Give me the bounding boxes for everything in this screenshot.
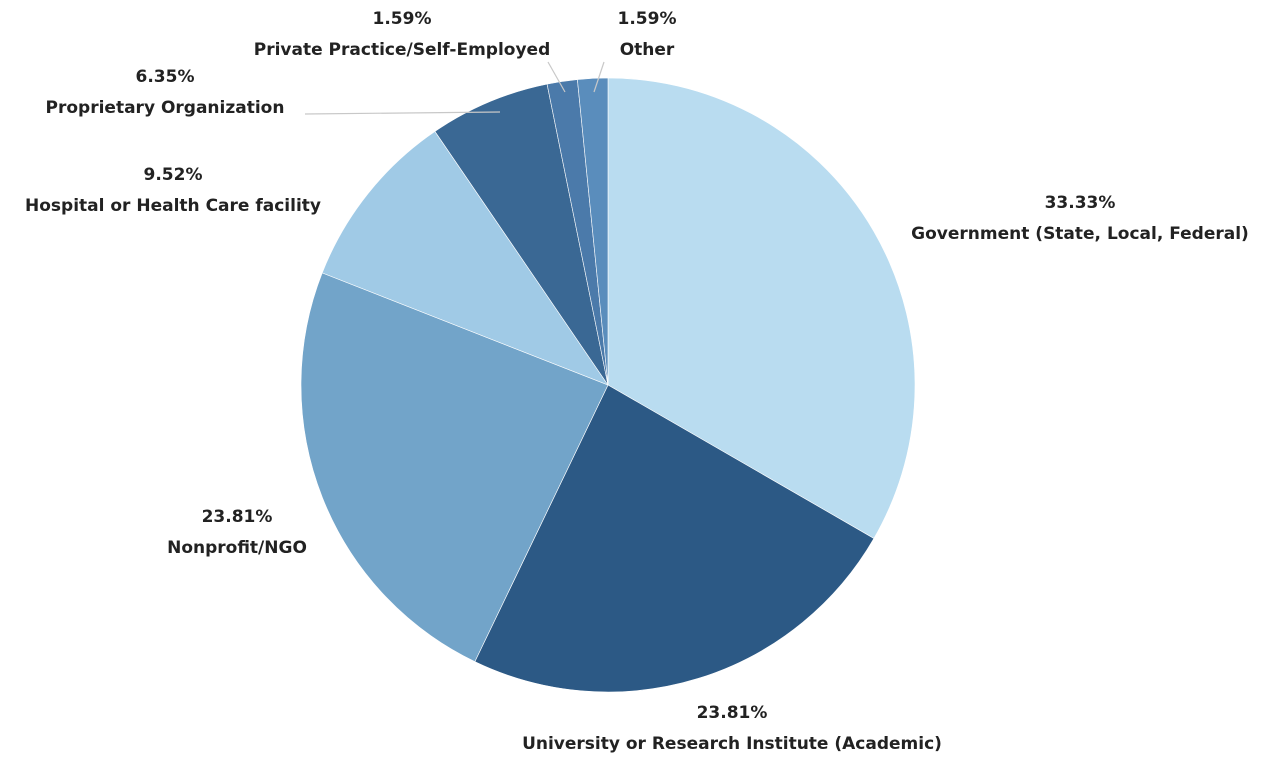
pie-slice [474, 384, 875, 693]
category-label: Nonprofit/NGO [167, 538, 307, 558]
pie-slice [434, 83, 609, 386]
value-label: 23.81% [202, 507, 273, 527]
category-label: Hospital or Health Care facility [25, 196, 321, 216]
category-label: Proprietary Organization [46, 98, 285, 118]
category-label: Government (State, Local, Federal) [911, 224, 1249, 244]
value-label: 9.52% [144, 165, 203, 185]
category-label: Private Practice/Self-Employed [254, 40, 551, 60]
value-label: 6.35% [136, 67, 195, 87]
category-label: University or Research Institute (Academ… [522, 734, 942, 754]
value-label: 33.33% [1045, 193, 1116, 213]
pie-slice [577, 77, 609, 386]
value-label: 1.59% [618, 9, 677, 29]
pie-slice [300, 272, 609, 663]
leader-line [547, 61, 566, 93]
leader-line [304, 111, 501, 115]
value-label: 1.59% [373, 9, 432, 29]
category-label: Other [620, 40, 675, 60]
value-label: 23.81% [697, 703, 768, 723]
pie-slice [321, 130, 609, 386]
leader-line [593, 61, 605, 93]
pie-slice [607, 77, 916, 539]
